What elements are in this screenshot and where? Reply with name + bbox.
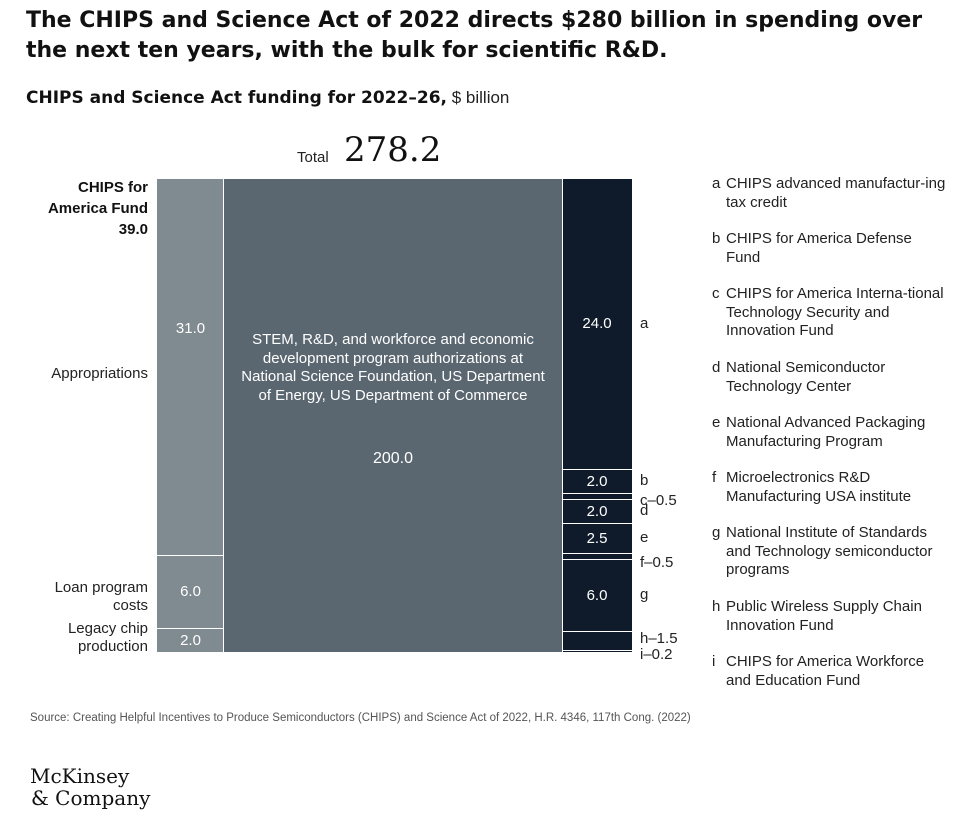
total-value: 278.2 (344, 130, 442, 170)
legend-text: National Advanced Packaging Manufacturin… (726, 414, 926, 450)
legend-item-g: g National Institute of Standards and Tec… (712, 524, 952, 580)
bar-segment-f (562, 553, 632, 560)
fund-label: CHIPS for America Fund 39.0 (48, 177, 148, 240)
segment-value: 2.0 (586, 502, 608, 520)
bar-segment-d (562, 498, 632, 523)
bar-segment-e (562, 522, 632, 554)
bar-segment-g (562, 559, 632, 632)
segment-value: 31.0 (175, 320, 206, 338)
legend-text: National Institute of Standards and Tech… (726, 524, 933, 578)
fund-label-total: 39.0 (118, 221, 148, 238)
legend-text: Public Wireless Supply Chain Innovation … (726, 598, 922, 634)
bar-segment-a (562, 179, 632, 469)
legend-text: Microelectronics R&D Manufacturing USA i… (726, 469, 912, 505)
legend-key: b (712, 230, 721, 247)
legend-key: c (712, 285, 720, 302)
mckinsey-logo: McKinsey & Company (30, 765, 150, 809)
center-column-label: STEM, R&D, and workforce and economic de… (241, 331, 545, 404)
segment-key: e (640, 528, 649, 546)
bar-segment (157, 627, 224, 652)
legend-item-a: a CHIPS advanced manufactur-ing tax credi… (712, 175, 952, 212)
legend-key: g (712, 524, 721, 541)
bar-segment (157, 179, 224, 555)
legend-text: CHIPS for America Defense Fund (726, 230, 912, 266)
logo-line2: & Company (31, 786, 151, 810)
subtitle-bold: CHIPS and Science Act funding for 2022–2… (26, 88, 447, 108)
chart-headline: The CHIPS and Science Act of 2022 direct… (26, 8, 923, 63)
bar-segment (157, 554, 224, 628)
total-label: Total (297, 149, 329, 166)
legend-item-i: i CHIPS for America Workforce and Educati… (712, 653, 952, 690)
legend-item-e: e National Advanced Packaging Manufacturi… (712, 414, 952, 451)
segment-value: 2.0 (586, 472, 608, 490)
fund-label-line2: America Fund (47, 200, 148, 217)
bar-segment-b (562, 468, 632, 493)
segment-value: 2.5 (586, 529, 608, 547)
fund-label-line1: CHIPS for (77, 179, 148, 196)
legend-text: National Semiconductor Technology Center (726, 359, 886, 395)
segment-key: c–0.5 (640, 491, 677, 509)
segment-value: 24.0 (582, 314, 612, 332)
legend-key: i (712, 653, 716, 670)
legend-item-h: h Public Wireless Supply Chain Innovation… (712, 598, 952, 635)
logo-line1: McKinsey (30, 764, 130, 788)
segment-key: g (640, 586, 649, 604)
segment-value: 6.0 (586, 587, 608, 605)
legend-key: e (712, 414, 721, 431)
legend-item-b: b CHIPS for America Defense Fund (712, 230, 952, 267)
row-label: Appropriations (51, 365, 148, 382)
row-label: Legacy chip production (67, 620, 148, 655)
bar-segment-c (562, 492, 632, 499)
segment-value: 2.0 (180, 631, 201, 649)
legend-item-c: c CHIPS for America Interna-tional Techno… (712, 285, 952, 341)
row-label: Loan program costs (54, 579, 148, 614)
segment-key: f–0.5 (640, 554, 674, 572)
bar-segment-h (562, 631, 632, 650)
legend-key: a (712, 175, 721, 192)
legend-key: h (712, 598, 721, 615)
subtitle-unit: $ billion (451, 88, 510, 107)
segment-key: d (640, 501, 649, 519)
bar-segment-i (562, 649, 632, 652)
legend-item-d: d National Semiconductor Technology Cente… (712, 359, 952, 396)
segment-key: a (640, 314, 649, 332)
segment-value: 6.0 (180, 583, 201, 601)
legend-key: d (712, 359, 721, 376)
segment-key: i–0.2 (640, 645, 673, 663)
source-note: Source: Creating Helpful Incentives to P… (30, 712, 691, 724)
segment-key: b (640, 471, 649, 489)
bar-segment (224, 179, 562, 652)
legend-text: CHIPS advanced manufactur-ing tax credit (726, 175, 946, 211)
legend-text: CHIPS for America Interna-tional Technol… (726, 285, 944, 339)
segment-key: h–1.5 (640, 630, 678, 648)
legend-item-f: f Microelectronics R&D Manufacturing USA … (712, 469, 952, 506)
center-column-value: 200.0 (372, 450, 414, 467)
legend-key: f (712, 469, 717, 486)
chart-subtitle: CHIPS and Science Act funding for 2022–2… (26, 88, 509, 108)
legend-text: CHIPS for America Workforce and Educatio… (726, 653, 925, 689)
